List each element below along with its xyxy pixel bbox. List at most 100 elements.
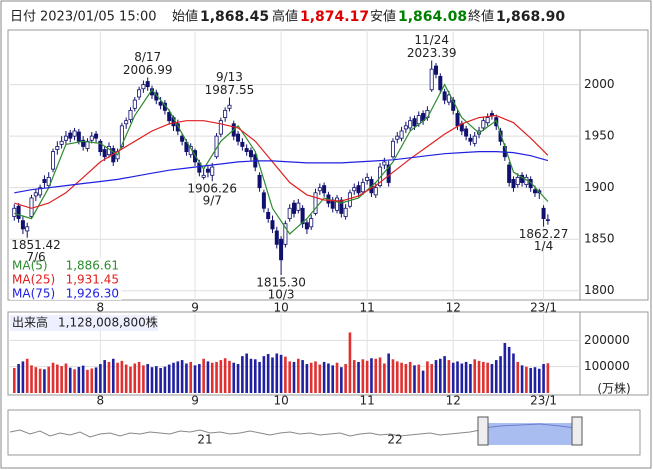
- high-label: 高値: [272, 9, 298, 25]
- volume-bar: [335, 362, 339, 393]
- candle-body: [257, 174, 262, 189]
- x-tick-label: 12: [446, 301, 461, 315]
- volume-bar: [443, 356, 446, 393]
- volume-bar: [73, 369, 76, 393]
- volume-bar: [542, 364, 545, 393]
- x-tick-label: 11: [360, 394, 375, 408]
- volume-bar: [520, 365, 524, 393]
- volume-bar: [447, 360, 451, 393]
- volume-bar: [94, 367, 98, 393]
- volume-bar: [525, 366, 528, 393]
- volume-bar: [103, 360, 106, 393]
- volume-bar: [236, 364, 240, 393]
- candle-body: [455, 113, 460, 127]
- legend-box: [10, 258, 122, 300]
- candle-body: [68, 132, 73, 139]
- candle-body: [89, 135, 94, 141]
- candle-body: [489, 113, 494, 116]
- candle-body: [29, 197, 34, 217]
- moving-average-line: [14, 114, 549, 209]
- candle-body: [412, 118, 417, 127]
- candle-body: [72, 130, 77, 137]
- candle-body: [304, 222, 309, 230]
- volume-bar: [314, 361, 317, 393]
- x-tick-label: 10: [273, 394, 288, 408]
- candle-body: [309, 218, 314, 228]
- range-handle-right[interactable]: [571, 416, 583, 446]
- volume-bar: [387, 353, 390, 393]
- candle-body: [81, 139, 86, 147]
- volume-bar: [374, 358, 378, 393]
- moving-average-line: [14, 151, 549, 194]
- volume-bar: [473, 359, 477, 393]
- candle-body: [175, 123, 180, 132]
- annotation-date: 9/7: [203, 194, 222, 208]
- x-tick-label: 12: [446, 394, 461, 408]
- low-label: 安値: [370, 9, 396, 25]
- candle-body: [227, 104, 232, 109]
- volume-bar: [426, 361, 429, 393]
- candle-body: [119, 125, 124, 147]
- y-tick-label: 1850: [584, 232, 615, 246]
- candle-body: [343, 207, 348, 217]
- annotation-date: 10/3: [268, 287, 295, 301]
- candle-body: [98, 140, 103, 153]
- volume-bar: [202, 358, 205, 393]
- volume-bar: [460, 363, 464, 393]
- volume-bar: [34, 367, 38, 393]
- volume-bar: [176, 361, 180, 393]
- annotation-price: 2023.39: [407, 46, 457, 60]
- candle-body: [240, 141, 245, 147]
- close-value: 1,868.90: [496, 9, 565, 25]
- legend-value: 1,926.30: [66, 287, 119, 301]
- annotation-date: 11/24: [414, 33, 449, 47]
- candle-body: [145, 81, 150, 88]
- volume-bar: [318, 364, 322, 393]
- range-selection[interactable]: [483, 423, 575, 445]
- candle-body: [545, 219, 550, 221]
- x-tick-label: 8: [97, 301, 105, 315]
- volume-bar: [198, 364, 201, 393]
- volume-bar: [228, 360, 231, 393]
- candle-body: [322, 185, 327, 194]
- candle-body: [261, 192, 266, 209]
- candle-body: [137, 89, 142, 98]
- x-tick-label: 9: [191, 301, 199, 315]
- range-handle-left[interactable]: [477, 416, 489, 446]
- moving-average-line: [14, 83, 549, 235]
- candle-body: [218, 120, 223, 135]
- volume-bar: [77, 366, 81, 393]
- candle-body: [532, 189, 537, 194]
- volume-bar: [322, 361, 326, 393]
- volume-bar: [503, 342, 507, 393]
- candle-body: [244, 148, 249, 153]
- volume-bar: [155, 366, 158, 393]
- overview-line: [9, 429, 481, 438]
- volume-bar: [253, 359, 257, 393]
- volume-bar: [116, 362, 119, 393]
- navigator-label: 21: [197, 433, 212, 447]
- volume-bar: [150, 367, 154, 393]
- volume-bar: [180, 360, 184, 393]
- candle-body: [279, 238, 284, 261]
- annotation-date: 9/13: [216, 70, 243, 84]
- header: 日付 2023/01/05 15:00 始値 1,868.45 高値 1,874…: [10, 9, 565, 26]
- volume-bar: [193, 365, 197, 393]
- volume-title: 出来高: [12, 315, 48, 330]
- volume-bar: [451, 362, 455, 393]
- volume-bar: [430, 364, 433, 393]
- volume-bar: [464, 361, 468, 393]
- volume-bar: [167, 364, 171, 393]
- legend-value: 1,886.61: [66, 259, 119, 273]
- candle-body: [76, 131, 81, 142]
- high-value: 1,874.17: [300, 9, 369, 25]
- volume-bar: [288, 361, 291, 393]
- candle-body: [94, 133, 99, 139]
- candle-body: [408, 120, 413, 129]
- volume-bar: [439, 358, 442, 393]
- candle-body: [399, 130, 404, 139]
- candle-body: [270, 220, 275, 230]
- candle-body: [403, 125, 408, 130]
- open-label: 始値: [172, 9, 198, 25]
